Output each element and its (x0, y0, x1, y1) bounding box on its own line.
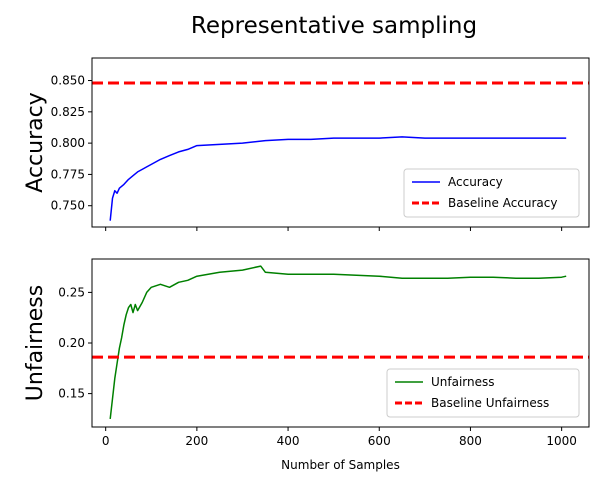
y-tick-label: 0.20 (58, 336, 85, 350)
x-tick-label: 400 (277, 434, 300, 448)
y-tick-label: 0.15 (58, 387, 85, 401)
y-axis-label: Accuracy (23, 92, 48, 192)
y-tick-label: 0.750 (51, 199, 85, 213)
legend: Unfairness Baseline Unfairness (386, 368, 580, 418)
x-tick-label: 600 (368, 434, 391, 448)
legend-label: Baseline Accuracy (448, 196, 557, 210)
legend-label: Baseline Unfairness (431, 396, 549, 410)
chart-title: Representative sampling (191, 13, 477, 39)
chart-panel-2: 0.15 0.20 0.25 0 200 400 600 800 1000 Unfairness N… (23, 258, 590, 472)
legend-box (403, 168, 580, 218)
x-tick-label: 800 (459, 434, 482, 448)
y-tick-label: 0.850 (51, 74, 85, 88)
legend-box (386, 368, 580, 418)
y-tick-label: 0.825 (51, 105, 85, 119)
legend-label: Unfairness (431, 375, 495, 389)
series-line-unfairness (109, 265, 567, 419)
plot-frame (91, 57, 590, 228)
x-axis-label: Number of Samples (281, 458, 400, 472)
y-tick-label: 0.800 (51, 136, 85, 150)
x-tick-label: 1000 (546, 434, 577, 448)
series-line-accuracy (109, 136, 567, 221)
y-tick-label: 0.775 (51, 167, 85, 181)
x-tick-label: 0 (102, 434, 110, 448)
y-axis-label: Unfairness (23, 285, 48, 401)
x-tick-label: 200 (185, 434, 208, 448)
y-tick-label: 0.25 (58, 285, 85, 299)
legend-label: Accuracy (448, 175, 503, 189)
legend: Accuracy Baseline Accuracy (403, 168, 580, 218)
